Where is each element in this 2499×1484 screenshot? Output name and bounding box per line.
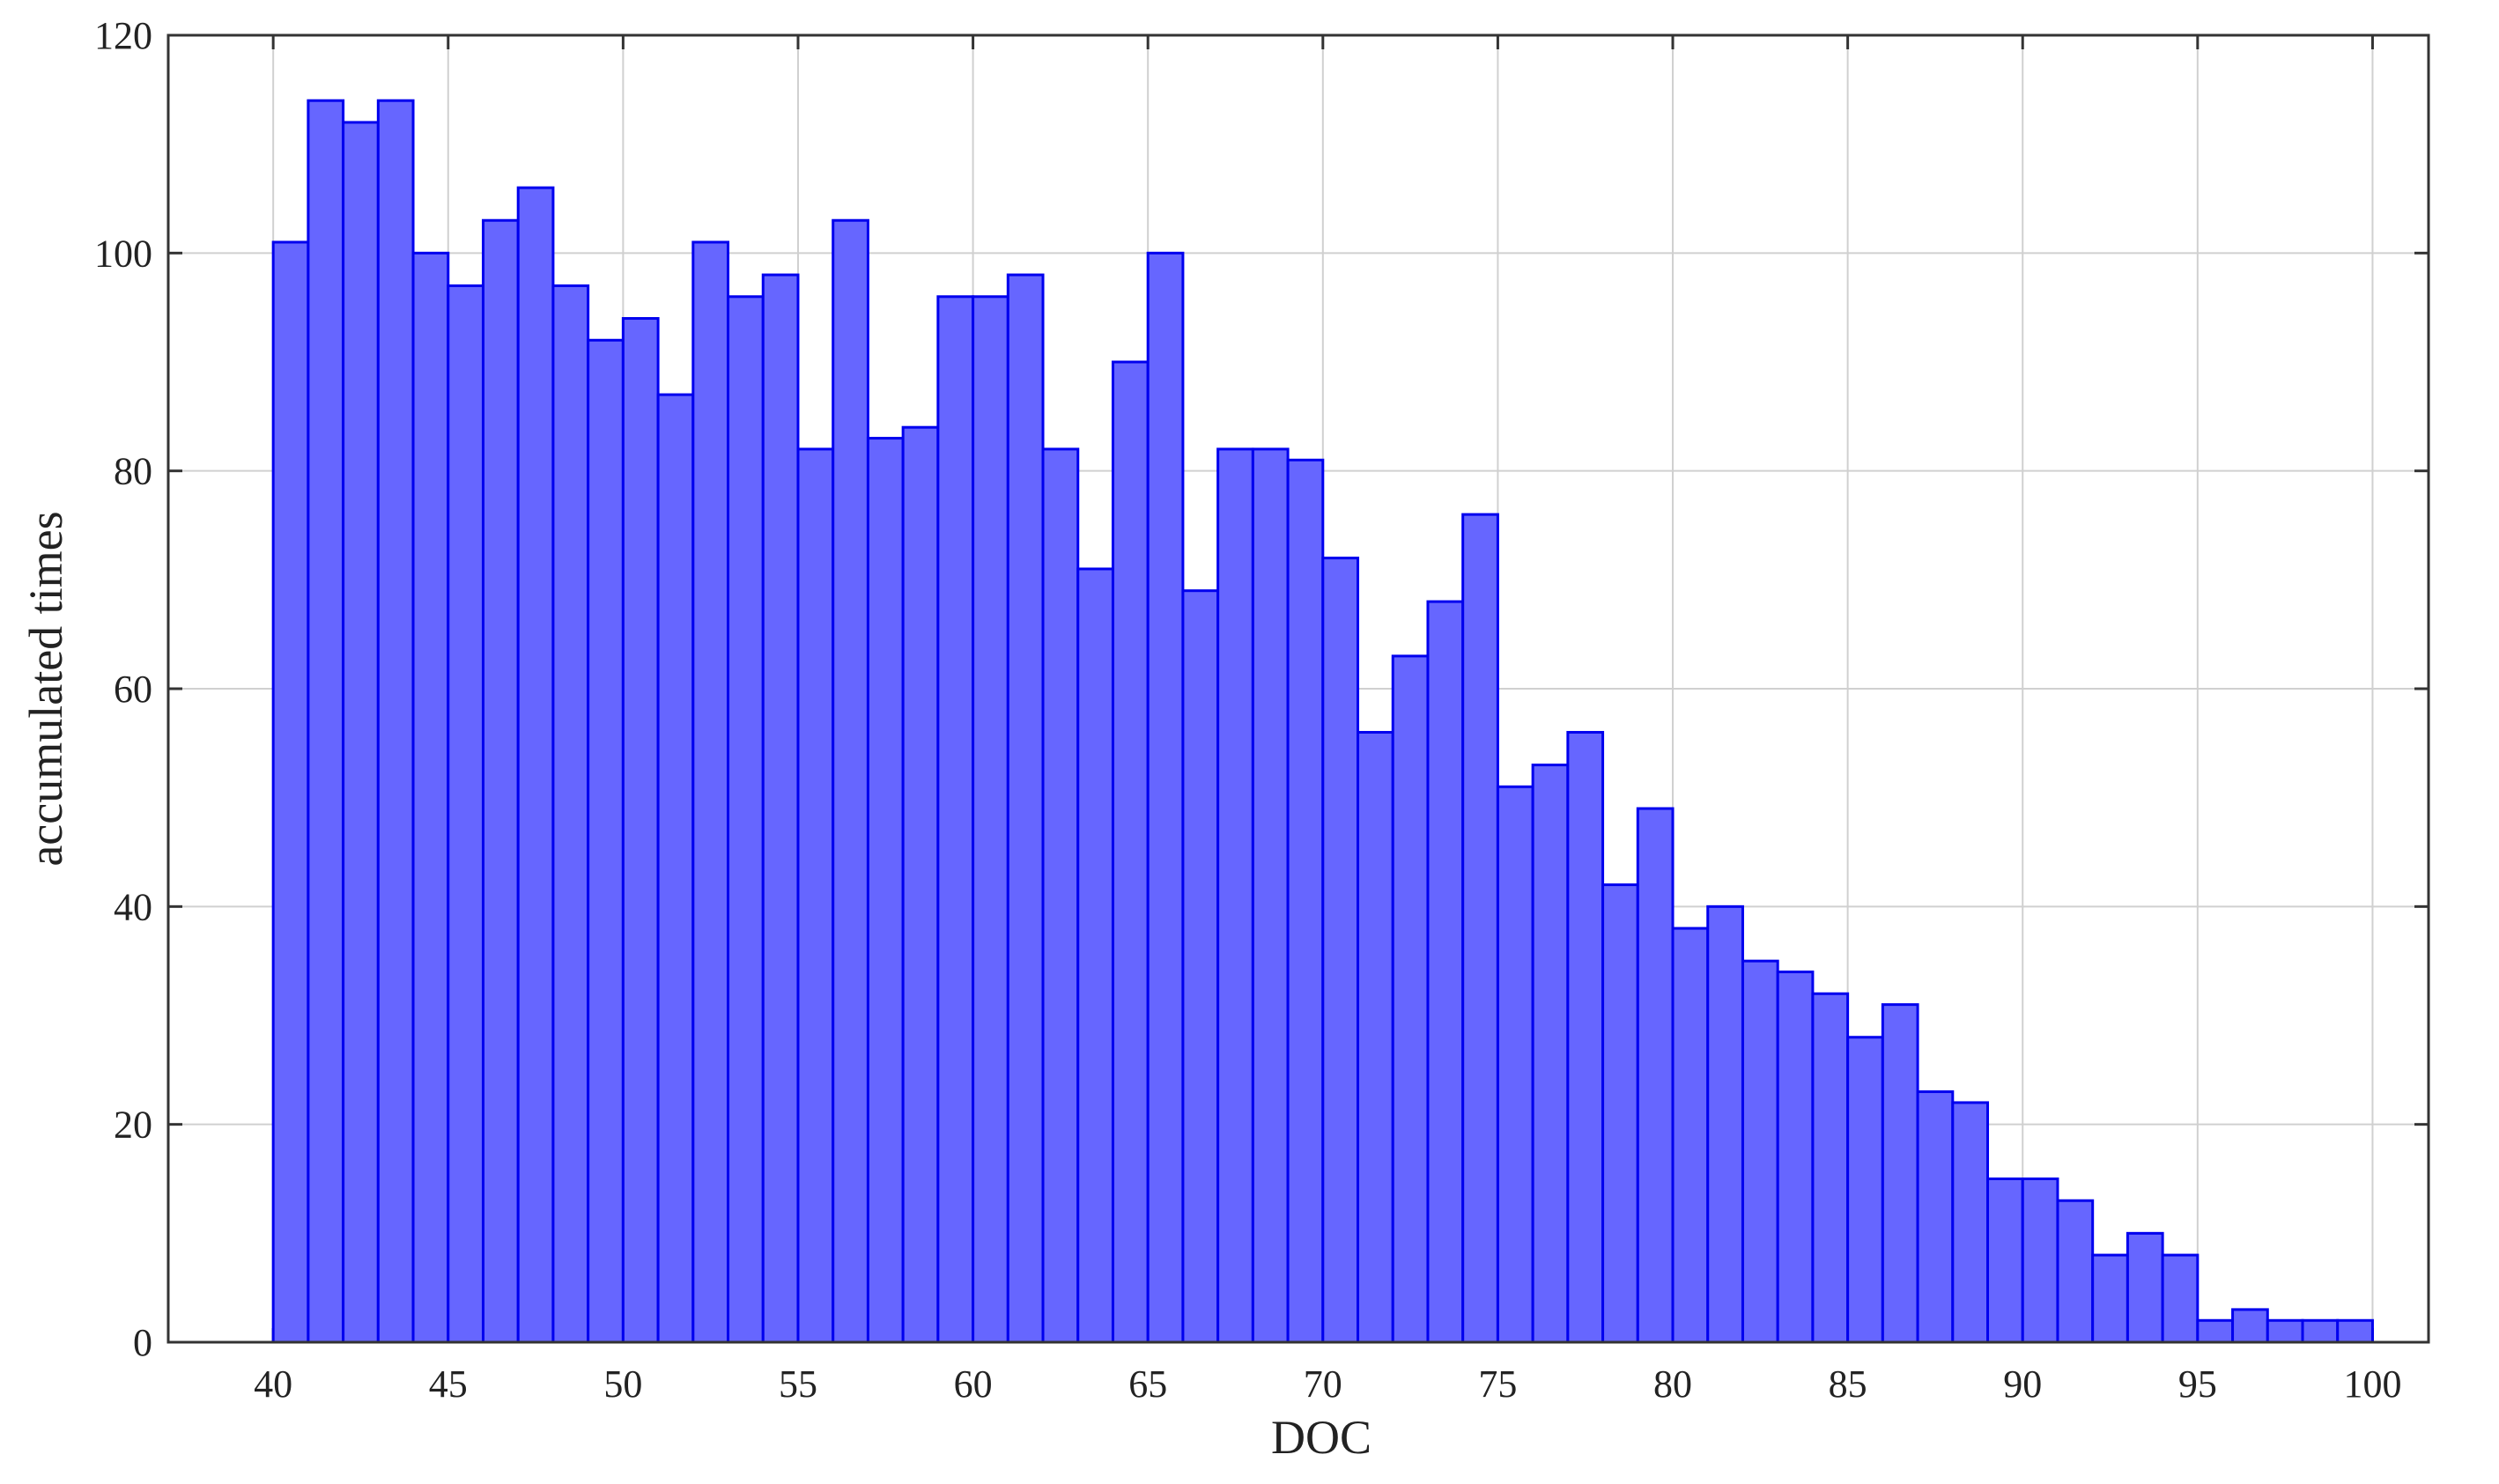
bar	[1146, 251, 1185, 1344]
x-tick-label: 75	[1478, 1362, 1517, 1406]
bar	[1811, 992, 1850, 1344]
bar	[761, 273, 800, 1344]
bar	[2196, 1318, 2235, 1344]
bar	[1006, 273, 1045, 1344]
y-tick-label: 40	[114, 885, 152, 928]
y-tick-label: 100	[94, 232, 152, 275]
bar	[271, 240, 310, 1344]
x-tick-label: 55	[779, 1362, 817, 1406]
bar	[1741, 959, 1779, 1344]
bar	[1566, 730, 1605, 1344]
y-tick-label: 20	[114, 1104, 152, 1147]
y-tick-label: 60	[114, 668, 152, 711]
bar	[1671, 927, 1710, 1344]
y-axis-label: accumulated times	[19, 511, 72, 866]
x-axis-label: DOC	[1271, 1411, 1371, 1464]
y-tick-label: 0	[133, 1321, 152, 1364]
x-tick-label: 65	[1128, 1362, 1167, 1406]
bar	[1531, 764, 1570, 1344]
x-tick-label: 90	[2003, 1362, 2042, 1406]
x-tick-label: 95	[2178, 1362, 2217, 1406]
x-tick-label: 45	[429, 1362, 468, 1406]
x-tick-label: 70	[1304, 1362, 1342, 1406]
bar	[1636, 807, 1675, 1344]
bar	[936, 295, 975, 1344]
bar	[901, 425, 940, 1344]
y-tick-label: 80	[114, 450, 152, 493]
x-tick-label: 85	[1829, 1362, 1867, 1406]
bar	[2266, 1318, 2304, 1344]
bar	[1076, 567, 1114, 1344]
bar	[2301, 1318, 2340, 1344]
x-tick-label: 60	[954, 1362, 993, 1406]
bar	[1951, 1101, 1990, 1344]
bar	[796, 447, 835, 1344]
bar	[2126, 1231, 2164, 1344]
bar	[1846, 1036, 1884, 1344]
bar	[1881, 1003, 1919, 1344]
bar	[1216, 447, 1254, 1344]
bar	[2161, 1253, 2200, 1344]
bar	[1357, 730, 1394, 1344]
bar	[481, 218, 520, 1344]
y-tick-label: 120	[94, 14, 152, 57]
bar	[516, 186, 555, 1344]
bar	[342, 121, 380, 1344]
bar	[656, 393, 695, 1344]
bar	[1426, 600, 1465, 1344]
bar	[1916, 1090, 1955, 1344]
x-tick-label: 50	[603, 1362, 642, 1406]
bar	[1776, 971, 1815, 1344]
bar	[2056, 1199, 2095, 1344]
bar	[447, 284, 484, 1344]
bar	[691, 240, 730, 1344]
plot-frame	[166, 33, 2430, 1344]
x-tick-label: 40	[254, 1362, 292, 1406]
bar	[1181, 589, 1220, 1344]
bar	[2336, 1318, 2374, 1344]
x-tick-label: 80	[1653, 1362, 1692, 1406]
bar	[376, 99, 415, 1344]
bar	[866, 437, 905, 1344]
bar	[1461, 513, 1499, 1344]
bar	[2021, 1178, 2059, 1344]
bar	[972, 295, 1009, 1344]
bar	[1706, 904, 1744, 1344]
bar	[1601, 883, 1639, 1344]
bar	[307, 99, 345, 1344]
bar	[1321, 557, 1360, 1344]
bar	[1986, 1178, 2024, 1344]
bar	[1391, 654, 1430, 1344]
bar	[727, 295, 765, 1344]
bar	[2091, 1253, 2129, 1344]
bar	[832, 218, 869, 1344]
x-tick-label: 100	[2343, 1362, 2401, 1406]
bar	[587, 338, 625, 1344]
bar	[1251, 447, 1290, 1344]
bar	[1286, 458, 1325, 1344]
bar	[1041, 447, 1080, 1344]
bar	[551, 284, 590, 1344]
bar	[2231, 1308, 2269, 1344]
bar	[1496, 785, 1534, 1344]
bar	[621, 317, 660, 1344]
bar	[1111, 360, 1150, 1344]
bar	[411, 251, 450, 1344]
